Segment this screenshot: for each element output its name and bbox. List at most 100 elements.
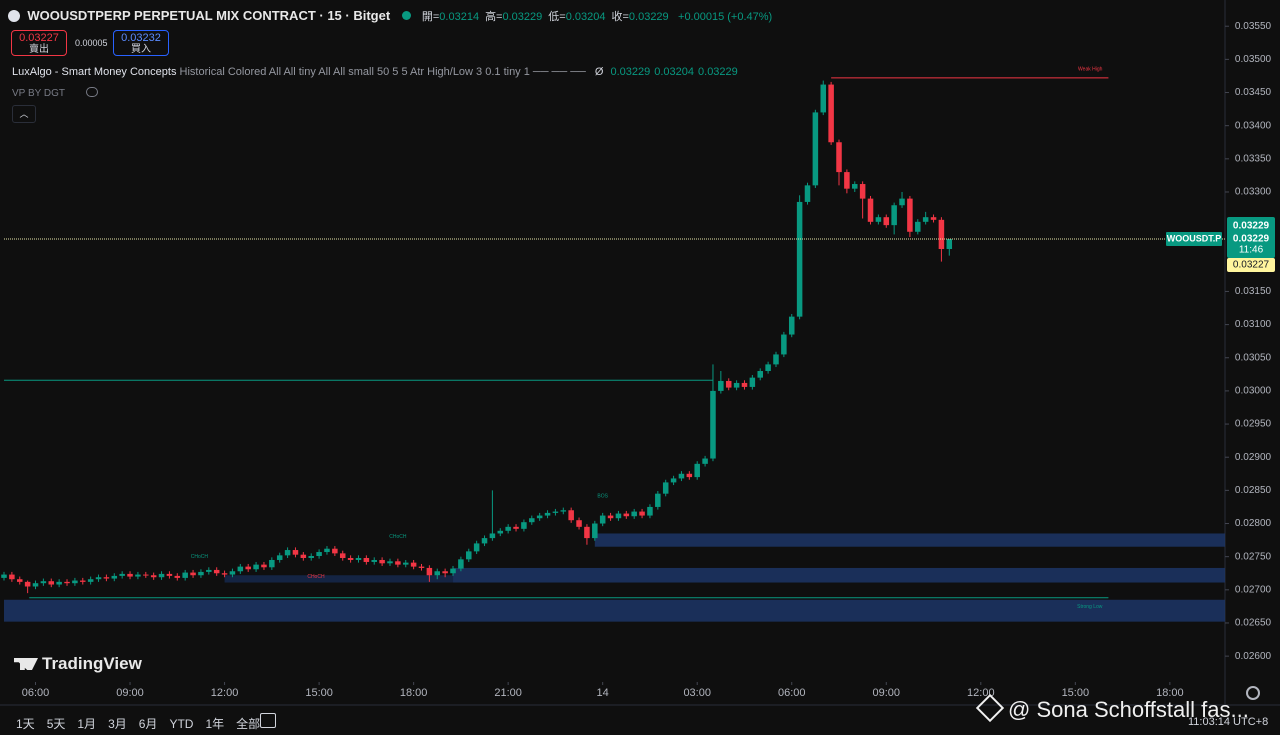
- level-label: Strong Low: [1077, 604, 1103, 610]
- collapse-button[interactable]: ︿: [12, 105, 36, 123]
- candle-body: [820, 84, 827, 113]
- candle-body: [513, 526, 519, 529]
- range-button[interactable]: 6月: [138, 717, 158, 731]
- y-tick-label: 0.03400: [1235, 120, 1272, 131]
- buy-button[interactable]: 0.03232 買入: [113, 30, 169, 56]
- candle-body: [804, 185, 811, 202]
- candle-body: [182, 572, 188, 578]
- candle-body: [749, 377, 756, 387]
- candle-body: [95, 577, 102, 580]
- candle-body: [741, 382, 748, 387]
- visibility-icon[interactable]: [85, 87, 98, 97]
- range-button[interactable]: YTD: [169, 717, 194, 731]
- candle-body: [631, 511, 637, 517]
- brand: TradingView: [14, 654, 142, 674]
- candle-body: [592, 523, 598, 539]
- ohlc-label: 開=: [421, 11, 440, 23]
- range-button[interactable]: 1年: [205, 717, 225, 731]
- y-tick-label: 0.03500: [1235, 54, 1272, 65]
- candle-body: [788, 316, 795, 335]
- buy-price: 0.03232: [121, 32, 161, 44]
- candle-body: [497, 530, 504, 534]
- candle-body: [836, 142, 842, 173]
- sell-button[interactable]: 0.03227 賣出: [11, 30, 67, 56]
- symbol-tag-bg: [1166, 232, 1222, 247]
- candle-body: [521, 522, 527, 529]
- candle-body: [371, 559, 377, 562]
- candle-body: [206, 569, 212, 572]
- ohlc-value: 0.03214: [439, 11, 480, 23]
- candle-body: [198, 571, 204, 576]
- ohlc-value: 0.03229: [628, 11, 669, 23]
- range-button[interactable]: 全部: [236, 717, 261, 731]
- structure-label: CHoCH: [191, 554, 209, 560]
- order-block: [4, 599, 1225, 622]
- sell-price: 0.03227: [19, 32, 59, 44]
- x-tick-label: 14: [597, 687, 609, 699]
- candle-body: [316, 552, 322, 557]
- ohlc-label: 低=: [548, 11, 566, 23]
- candle-body: [907, 198, 913, 232]
- candle-body: [111, 575, 118, 579]
- structure-label: CHoCH: [307, 574, 325, 580]
- candle-body: [103, 577, 110, 579]
- range-button[interactable]: 1月: [77, 717, 97, 731]
- candle-body: [363, 557, 370, 562]
- indicator-params: Historical Colored All All tiny All All …: [179, 66, 586, 78]
- symbol-title: WOOUSDTPERP PERPETUAL MIX CONTRACT · 15 …: [27, 8, 391, 23]
- candle-body: [292, 550, 299, 555]
- indicator-legend: LuxAlgo - Smart Money Concepts Historica…: [12, 66, 738, 78]
- candle-body: [166, 573, 173, 576]
- range-button[interactable]: 1天: [16, 717, 35, 731]
- candle-body: [434, 571, 441, 576]
- candle-body: [710, 390, 716, 459]
- candle-body: [938, 219, 945, 250]
- x-tick-label: 03:00: [683, 687, 711, 699]
- candle-body: [56, 581, 62, 585]
- candle-body: [150, 575, 157, 578]
- candle-body: [930, 217, 937, 220]
- y-tick-label: 0.03550: [1235, 21, 1272, 32]
- candle-body: [269, 559, 275, 568]
- candle-body: [245, 566, 251, 570]
- candle-body: [418, 566, 425, 568]
- range-button[interactable]: 5天: [46, 717, 66, 731]
- sell-label: 賣出: [29, 44, 49, 55]
- candle-body: [615, 513, 622, 519]
- candle-body: [32, 583, 39, 587]
- candle-body: [237, 566, 244, 572]
- candle-body: [339, 553, 346, 558]
- y-tick-label: 0.02700: [1235, 584, 1272, 595]
- candle-body: [536, 515, 543, 519]
- candle-body: [458, 559, 464, 569]
- bid-tag: 0.03227: [1233, 260, 1270, 271]
- candle-body: [552, 511, 559, 513]
- indicator-values: 0.03229 0.03204 0.03229: [606, 66, 737, 78]
- candle-body: [127, 573, 133, 577]
- candle-body: [875, 217, 882, 222]
- candle-body: [725, 380, 732, 388]
- candle-body: [442, 571, 448, 574]
- candle-body: [867, 198, 874, 222]
- date-range-button[interactable]: [260, 713, 276, 728]
- candle-body: [576, 520, 582, 527]
- candle-body: [899, 198, 905, 206]
- range-button[interactable]: 3月: [108, 717, 127, 731]
- symbol-tag: WOOUSDT.P: [1167, 233, 1222, 243]
- ohlc-value: 0.03229: [502, 11, 543, 23]
- settings-button[interactable]: [1246, 686, 1260, 700]
- indicator2: VP BY DGT: [12, 87, 98, 99]
- candle-body: [229, 571, 236, 575]
- candle-body: [859, 184, 866, 199]
- candle-body: [87, 579, 94, 582]
- candle-body: [568, 510, 574, 521]
- y-tick-label: 0.03050: [1235, 352, 1272, 363]
- candle-body: [922, 217, 929, 222]
- candle-body: [662, 482, 669, 494]
- candle-body: [24, 581, 31, 587]
- structure-label: CHoCH: [389, 534, 407, 540]
- order-block: [594, 533, 1225, 547]
- candle-body: [40, 581, 47, 584]
